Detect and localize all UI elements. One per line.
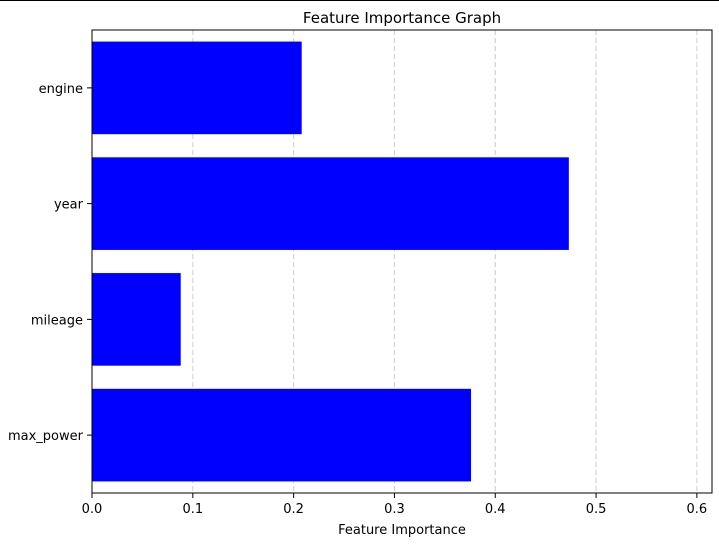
bar-engine (92, 41, 302, 135)
bars-layer (92, 41, 569, 482)
bar-max-power (92, 388, 472, 482)
y-tick-label: engine (39, 82, 83, 97)
x-tick-label: 0.1 (182, 502, 203, 517)
x-tick-label: 0.6 (687, 502, 708, 517)
x-tick-label: 0.5 (586, 502, 607, 517)
x-tick-label: 0.4 (485, 502, 506, 517)
bar-mileage (92, 273, 181, 366)
x-tick-label: 0.2 (283, 502, 304, 517)
top-border (0, 0, 719, 1)
ticks-layer: 0.0 0.1 0.2 0.3 0.4 0.5 0.6 max_power mileage yea… (8, 82, 707, 517)
y-tick-label: mileage (31, 313, 83, 328)
plot-frame (91, 29, 713, 494)
y-tick-label: year (54, 198, 84, 213)
bar-year (92, 157, 569, 250)
x-tick-label: 0.0 (82, 502, 103, 517)
x-tick-label: 0.3 (384, 502, 405, 517)
x-axis-label: Feature Importance (338, 523, 466, 538)
chart-title: Feature Importance Graph (303, 9, 501, 27)
y-tick-label: max_power (8, 429, 84, 444)
